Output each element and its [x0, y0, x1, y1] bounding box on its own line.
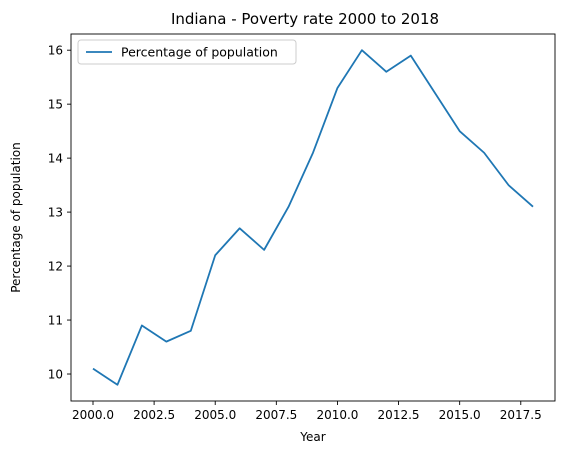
- x-axis: 2000.0 2002.5 2005.0 2007.5 2010.0 2012.5 2015…: [72, 401, 542, 422]
- y-tick-label: 16: [48, 44, 63, 58]
- y-tick-label: 14: [48, 152, 63, 166]
- y-tick-label: 11: [48, 314, 63, 328]
- x-axis-label: Year: [299, 430, 325, 444]
- x-tick-label: 2010.0: [316, 408, 358, 422]
- y-tick-label: 12: [48, 260, 63, 274]
- legend-label: Percentage of population: [121, 45, 278, 60]
- series-line: [92, 49, 534, 386]
- y-axis: 10 11 12 13 14 15 16: [48, 44, 71, 382]
- x-tick-label: 2012.5: [378, 408, 420, 422]
- legend: Percentage of population: [77, 39, 297, 65]
- x-tick-label: 2002.5: [133, 408, 175, 422]
- x-tick-label: 2015.0: [439, 408, 481, 422]
- x-tick-label: 2005.0: [194, 408, 236, 422]
- plot-area: [92, 49, 534, 386]
- y-axis-label: Percentage of population: [9, 142, 23, 293]
- legend-box: [77, 39, 297, 65]
- y-tick-label: 10: [48, 368, 63, 382]
- x-tick-label: 2017.5: [500, 408, 542, 422]
- x-tick-label: 2007.5: [255, 408, 297, 422]
- y-tick-label: 15: [48, 98, 63, 112]
- chart-title: Indiana - Poverty rate 2000 to 2018: [171, 10, 439, 28]
- y-tick-label: 13: [48, 206, 63, 220]
- axes-frame: [70, 33, 556, 402]
- x-tick-label: 2000.0: [72, 408, 114, 422]
